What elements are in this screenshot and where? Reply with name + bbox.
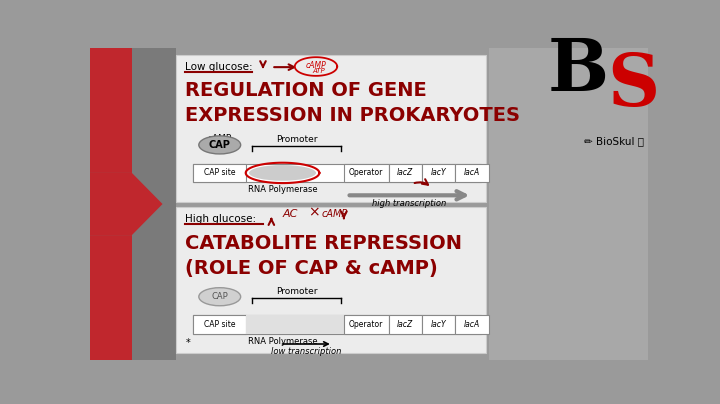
Text: CAP site: CAP site [204, 320, 235, 329]
Text: High glucose:: High glucose: [185, 214, 256, 224]
Polygon shape [90, 173, 163, 235]
Text: RNA Polymerase: RNA Polymerase [248, 185, 318, 194]
Text: B: B [548, 35, 608, 106]
FancyBboxPatch shape [176, 206, 486, 353]
Text: AC: AC [282, 209, 298, 219]
FancyBboxPatch shape [344, 164, 389, 182]
FancyBboxPatch shape [489, 48, 648, 360]
Text: Promoter: Promoter [276, 135, 318, 144]
Ellipse shape [199, 288, 240, 306]
FancyBboxPatch shape [193, 164, 246, 182]
FancyBboxPatch shape [193, 316, 481, 334]
Text: ATP: ATP [312, 68, 325, 74]
Text: Low glucose:: Low glucose: [185, 63, 253, 72]
Text: Operator: Operator [349, 320, 383, 329]
Text: *: * [185, 338, 190, 348]
Text: CATABOLITE REPRESSION: CATABOLITE REPRESSION [185, 234, 462, 253]
Text: (ROLE OF CAP & cAMP): (ROLE OF CAP & cAMP) [185, 259, 438, 278]
FancyBboxPatch shape [246, 316, 344, 334]
Text: REGULATION OF GENE: REGULATION OF GENE [185, 81, 427, 100]
Text: cAMP: cAMP [305, 61, 326, 70]
Text: CAP: CAP [212, 292, 228, 301]
Text: lacY: lacY [431, 320, 446, 329]
Text: cAMP: cAMP [322, 209, 348, 219]
FancyBboxPatch shape [176, 55, 486, 202]
FancyBboxPatch shape [389, 316, 422, 334]
Text: Operator: Operator [349, 168, 383, 177]
Text: lacY: lacY [431, 168, 446, 177]
Text: CAP site: CAP site [204, 168, 235, 177]
Text: ✏ BioSkul 🍁: ✏ BioSkul 🍁 [584, 137, 644, 147]
Text: S: S [607, 50, 660, 121]
Text: high transcription: high transcription [372, 199, 446, 208]
Ellipse shape [249, 165, 316, 181]
Text: cAMP: cAMP [207, 134, 232, 143]
FancyBboxPatch shape [389, 164, 422, 182]
FancyBboxPatch shape [90, 48, 176, 360]
FancyBboxPatch shape [456, 164, 489, 182]
Ellipse shape [199, 136, 240, 154]
FancyBboxPatch shape [193, 164, 481, 182]
Text: Promoter: Promoter [276, 287, 318, 296]
FancyBboxPatch shape [90, 48, 132, 360]
Text: lacZ: lacZ [397, 320, 413, 329]
Text: low transcription: low transcription [271, 347, 341, 356]
FancyBboxPatch shape [456, 316, 489, 334]
FancyBboxPatch shape [422, 316, 456, 334]
Text: EXPRESSION IN PROKARYOTES: EXPRESSION IN PROKARYOTES [185, 106, 520, 125]
Text: ×: × [307, 206, 319, 219]
Text: CAP: CAP [209, 140, 230, 150]
Text: lacA: lacA [464, 320, 480, 329]
Text: lacZ: lacZ [397, 168, 413, 177]
Text: RNA Polymerase: RNA Polymerase [248, 337, 318, 346]
FancyBboxPatch shape [193, 316, 246, 334]
Text: lacA: lacA [464, 168, 480, 177]
FancyBboxPatch shape [422, 164, 456, 182]
Polygon shape [90, 173, 176, 235]
FancyBboxPatch shape [344, 316, 389, 334]
